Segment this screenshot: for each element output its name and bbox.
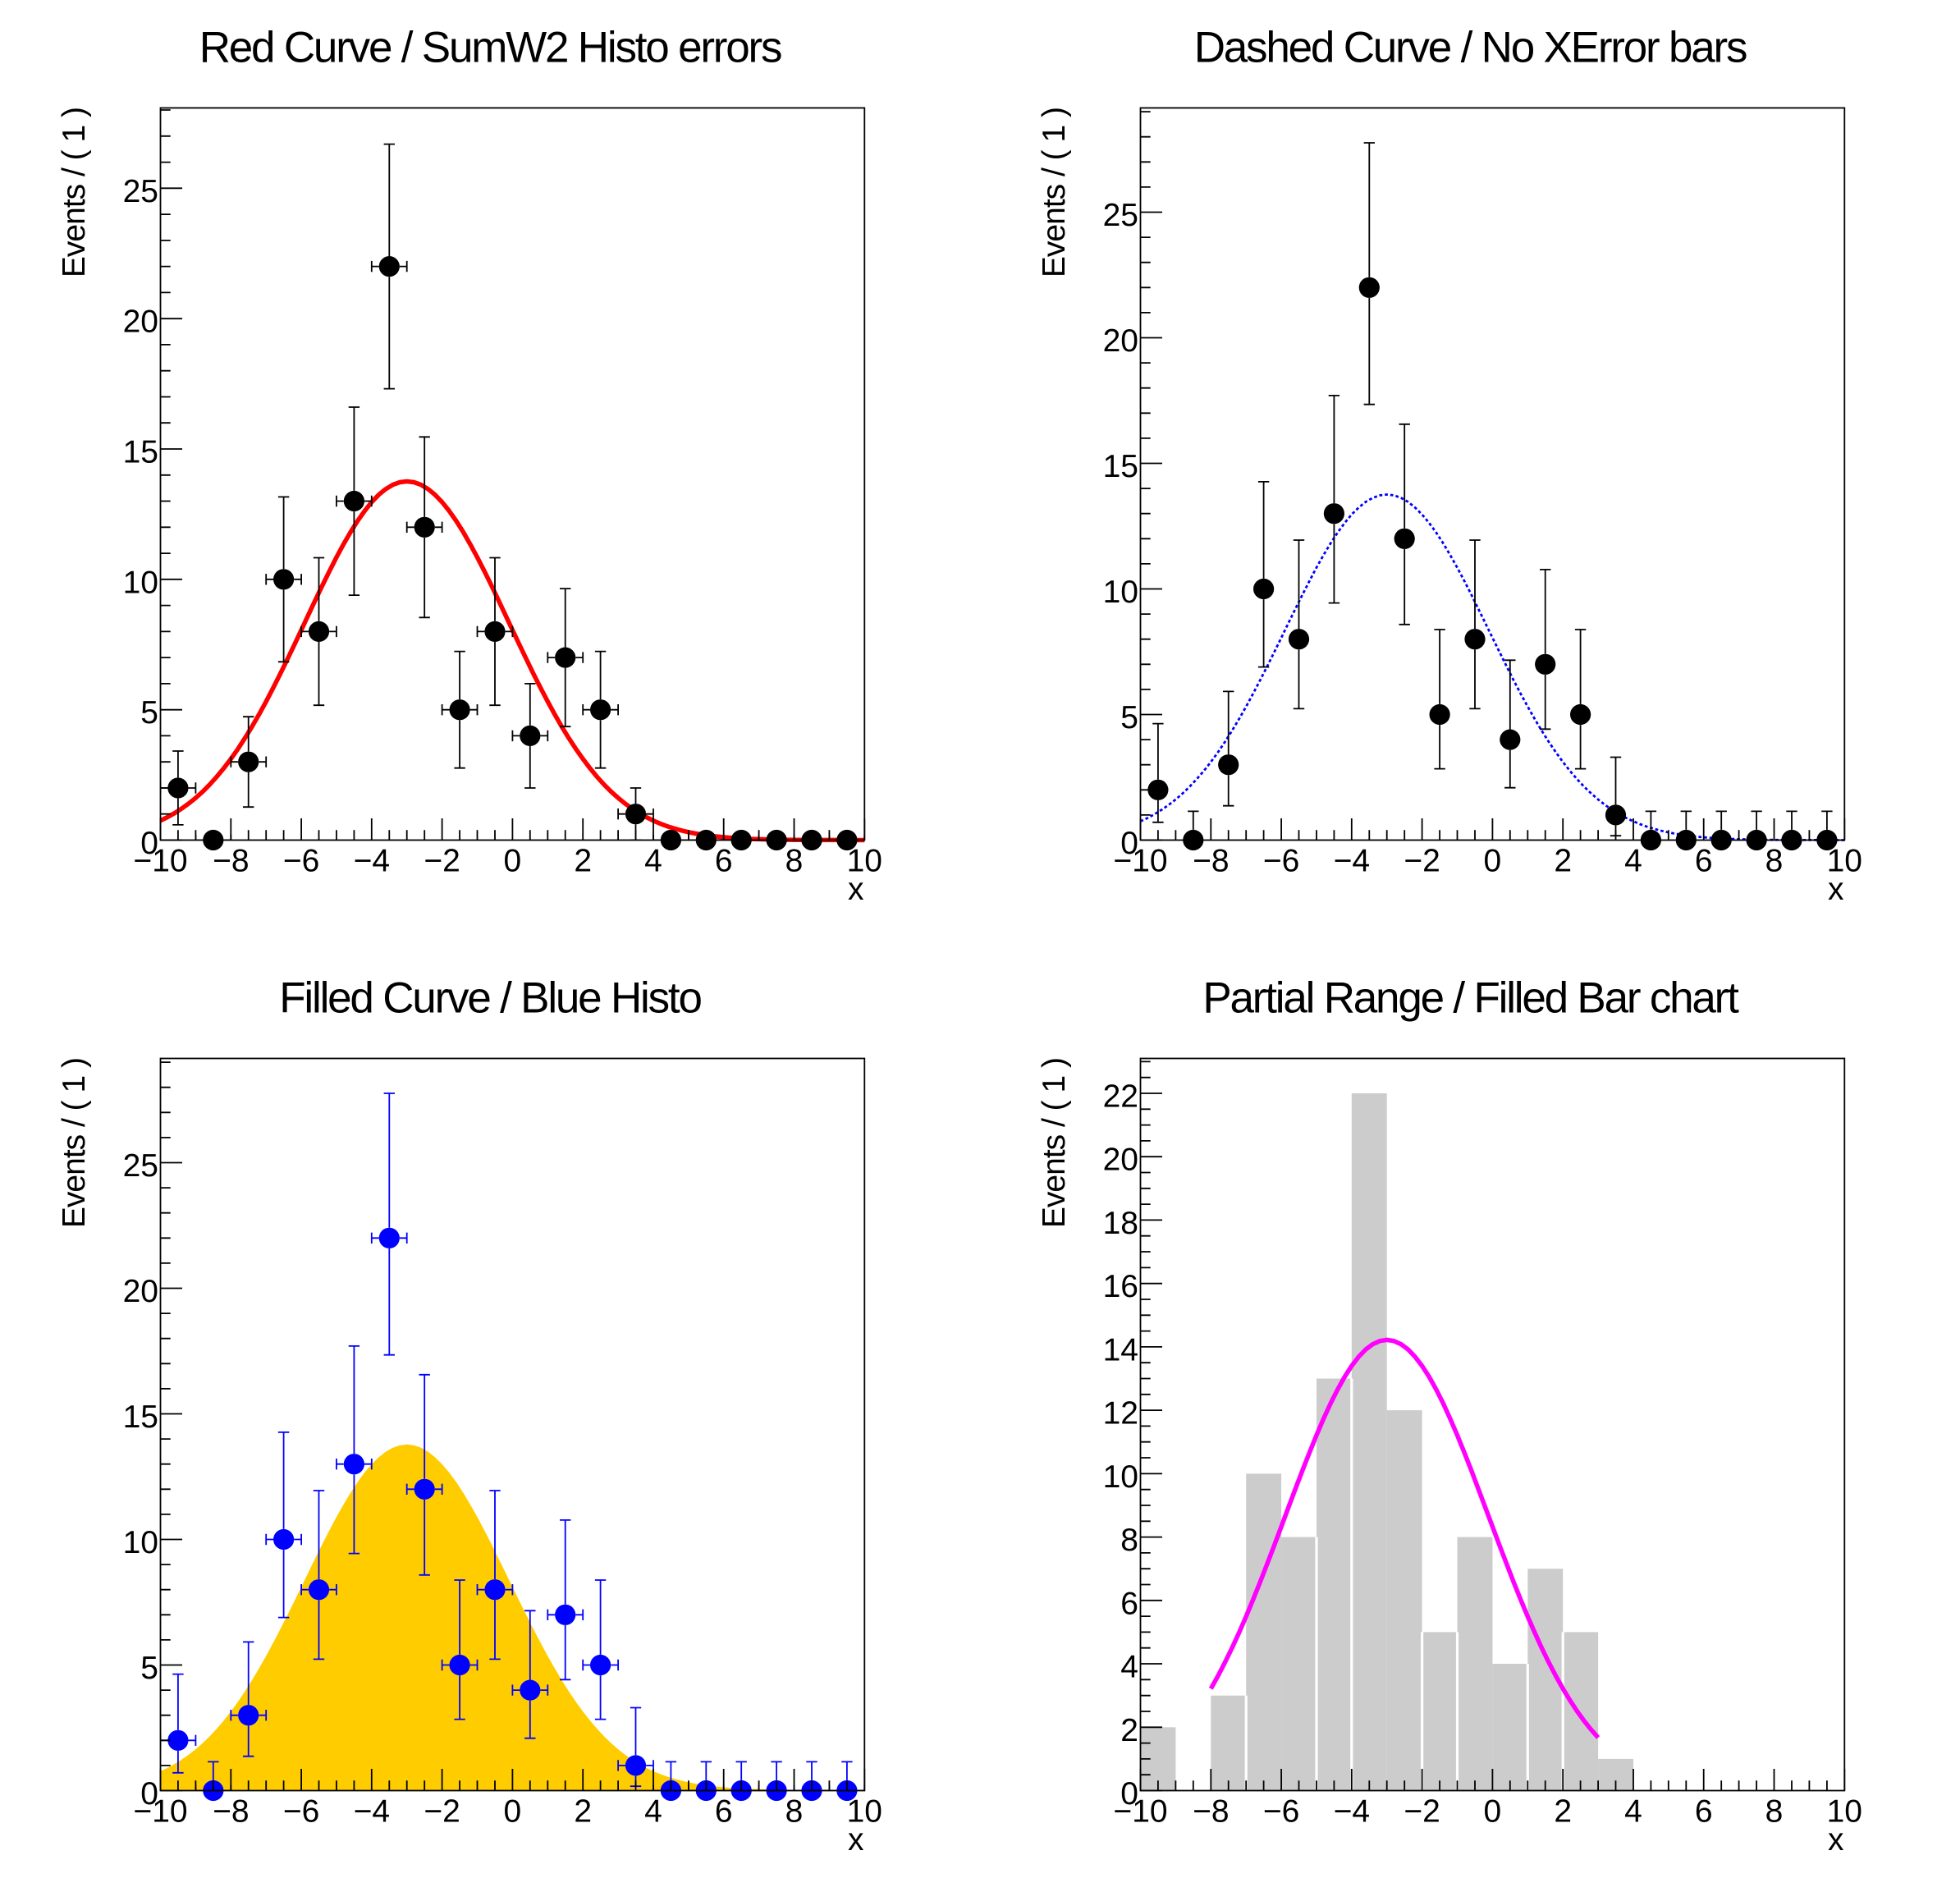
svg-text:16: 16 xyxy=(1103,1269,1138,1304)
svg-text:20: 20 xyxy=(123,305,158,340)
svg-text:−6: −6 xyxy=(1263,1794,1299,1830)
svg-text:15: 15 xyxy=(123,1399,158,1435)
svg-text:4: 4 xyxy=(1624,844,1642,879)
svg-text:15: 15 xyxy=(1103,449,1138,484)
svg-text:18: 18 xyxy=(1103,1206,1138,1241)
svg-text:8: 8 xyxy=(1765,844,1784,879)
svg-text:0: 0 xyxy=(1484,844,1502,879)
svg-text:Dashed Curve / No XError bars: Dashed Curve / No XError bars xyxy=(1194,24,1747,72)
svg-text:5: 5 xyxy=(140,695,158,731)
svg-text:−4: −4 xyxy=(1334,1794,1370,1830)
svg-text:0: 0 xyxy=(1484,1794,1502,1830)
svg-text:8: 8 xyxy=(1765,1794,1784,1830)
svg-text:Events / ( 1 ): Events / ( 1 ) xyxy=(1037,1058,1072,1228)
svg-text:25: 25 xyxy=(123,174,158,209)
svg-text:20: 20 xyxy=(1103,1143,1138,1178)
svg-text:Events / ( 1 ): Events / ( 1 ) xyxy=(57,108,92,277)
svg-text:−2: −2 xyxy=(1404,1794,1440,1830)
svg-text:x: x xyxy=(848,872,864,907)
svg-text:−4: −4 xyxy=(354,844,390,879)
svg-text:2: 2 xyxy=(1120,1713,1138,1748)
svg-text:5: 5 xyxy=(140,1651,158,1686)
svg-text:Partial Range / Filled Bar cha: Partial Range / Filled Bar chart xyxy=(1202,974,1739,1023)
svg-text:−8: −8 xyxy=(1193,844,1229,879)
svg-text:10: 10 xyxy=(1103,1459,1138,1495)
svg-text:10: 10 xyxy=(1103,575,1138,610)
svg-text:6: 6 xyxy=(715,1794,733,1830)
svg-text:6: 6 xyxy=(715,844,733,879)
svg-text:Events / ( 1 ): Events / ( 1 ) xyxy=(1037,108,1072,277)
svg-text:20: 20 xyxy=(1103,323,1138,359)
svg-text:−2: −2 xyxy=(424,1794,460,1830)
svg-text:0: 0 xyxy=(1120,826,1138,861)
svg-text:0: 0 xyxy=(504,1794,522,1830)
svg-text:4: 4 xyxy=(644,1794,662,1830)
svg-text:2: 2 xyxy=(1554,844,1572,879)
svg-text:−8: −8 xyxy=(1193,1794,1229,1830)
svg-text:8: 8 xyxy=(785,1794,804,1830)
svg-text:−10: −10 xyxy=(133,1794,187,1830)
svg-text:10: 10 xyxy=(847,844,882,879)
svg-text:10: 10 xyxy=(1827,1794,1862,1830)
svg-text:10: 10 xyxy=(123,565,158,600)
svg-text:25: 25 xyxy=(1103,198,1138,233)
svg-text:Events / ( 1 ): Events / ( 1 ) xyxy=(57,1058,92,1228)
svg-text:4: 4 xyxy=(1624,1794,1642,1830)
svg-text:4: 4 xyxy=(644,844,662,879)
svg-text:2: 2 xyxy=(1554,1794,1572,1830)
svg-text:6: 6 xyxy=(1695,844,1713,879)
svg-text:Red Curve / SumW2 Histo errors: Red Curve / SumW2 Histo errors xyxy=(199,24,781,72)
svg-text:Filled Curve / Blue Histo: Filled Curve / Blue Histo xyxy=(279,974,701,1023)
svg-text:0: 0 xyxy=(140,826,158,861)
svg-text:2: 2 xyxy=(574,844,592,879)
svg-text:0: 0 xyxy=(140,1776,158,1812)
svg-text:−10: −10 xyxy=(133,844,187,879)
svg-text:12: 12 xyxy=(1103,1396,1138,1431)
svg-text:15: 15 xyxy=(123,435,158,470)
svg-text:x: x xyxy=(1828,872,1844,907)
svg-text:10: 10 xyxy=(1827,844,1862,879)
svg-text:5: 5 xyxy=(1120,700,1138,735)
svg-text:8: 8 xyxy=(785,844,804,879)
svg-text:−4: −4 xyxy=(1334,844,1370,879)
svg-text:20: 20 xyxy=(123,1274,158,1309)
svg-text:−10: −10 xyxy=(1113,1794,1167,1830)
svg-text:8: 8 xyxy=(1120,1523,1138,1558)
svg-text:−6: −6 xyxy=(283,1794,319,1830)
svg-text:2: 2 xyxy=(574,1794,592,1830)
svg-text:4: 4 xyxy=(1120,1650,1138,1685)
svg-text:−8: −8 xyxy=(213,1794,249,1830)
svg-text:x: x xyxy=(848,1822,864,1857)
svg-text:25: 25 xyxy=(123,1148,158,1184)
svg-text:x: x xyxy=(1828,1822,1844,1857)
svg-text:0: 0 xyxy=(504,844,522,879)
svg-text:22: 22 xyxy=(1103,1079,1138,1115)
svg-text:6: 6 xyxy=(1695,1794,1713,1830)
svg-text:10: 10 xyxy=(847,1794,882,1830)
svg-text:−2: −2 xyxy=(424,844,460,879)
svg-text:−6: −6 xyxy=(1263,844,1299,879)
svg-text:6: 6 xyxy=(1120,1586,1138,1621)
svg-text:10: 10 xyxy=(123,1525,158,1560)
svg-text:−6: −6 xyxy=(283,844,319,879)
svg-text:−10: −10 xyxy=(1113,844,1167,879)
svg-text:−8: −8 xyxy=(213,844,249,879)
svg-text:−4: −4 xyxy=(354,1794,390,1830)
svg-text:14: 14 xyxy=(1103,1332,1138,1367)
svg-text:0: 0 xyxy=(1120,1776,1138,1812)
svg-text:−2: −2 xyxy=(1404,844,1440,879)
